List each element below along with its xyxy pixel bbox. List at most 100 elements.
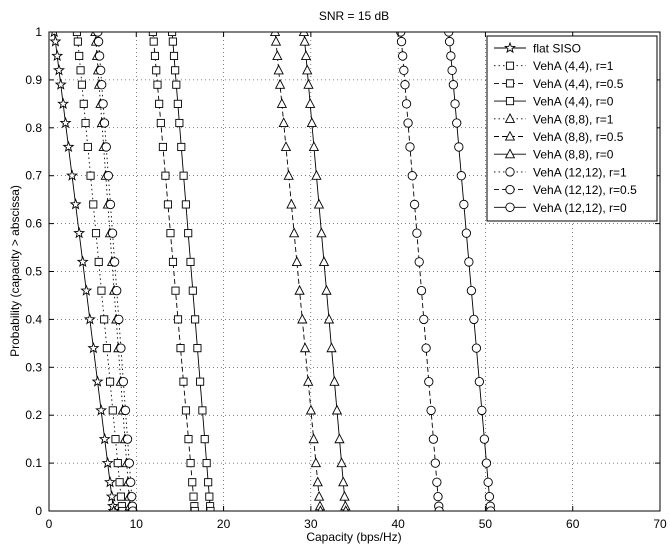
data-point	[414, 257, 424, 267]
data-point	[179, 171, 188, 180]
data-point	[276, 98, 288, 108]
data-point	[450, 99, 460, 109]
data-point	[102, 344, 111, 353]
data-point	[334, 433, 345, 444]
y-tick-label: 0.2	[25, 408, 42, 422]
legend-marker	[505, 202, 515, 212]
data-point	[412, 228, 422, 238]
data-point	[113, 459, 122, 468]
data-point	[447, 65, 457, 75]
data-point	[108, 406, 117, 415]
series-layer	[49, 32, 496, 511]
legend-marker	[505, 184, 515, 195]
data-point	[172, 80, 181, 89]
data-point	[150, 51, 160, 60]
data-point	[433, 491, 443, 502]
data-point	[184, 435, 193, 444]
data-point	[477, 405, 487, 416]
data-point	[49, 35, 62, 47]
data-point	[191, 315, 200, 324]
data-point	[77, 80, 86, 89]
data-point	[306, 117, 317, 128]
data-point	[83, 142, 92, 152]
data-point	[181, 200, 190, 209]
data-point	[297, 313, 308, 324]
data-point	[298, 32, 310, 37]
legend-label: VehA (8,8), r=1	[533, 112, 614, 126]
data-point	[305, 98, 316, 108]
data-point	[101, 456, 114, 469]
y-tick-label: 0.5	[25, 265, 42, 279]
data-point	[107, 504, 120, 511]
data-point	[93, 32, 103, 37]
data-point	[66, 169, 79, 181]
data-point	[163, 200, 173, 209]
data-point	[91, 375, 104, 387]
x-tick-label: 60	[566, 517, 580, 531]
data-point	[288, 227, 300, 238]
y-tick-label: 0.8	[25, 121, 42, 135]
data-point	[336, 457, 347, 468]
data-point	[294, 284, 305, 295]
data-point	[120, 405, 131, 416]
data-point	[86, 171, 95, 180]
data-point	[419, 314, 429, 325]
data-point	[188, 478, 197, 487]
data-point	[107, 228, 118, 238]
data-point	[94, 257, 103, 266]
data-point	[299, 342, 311, 353]
data-point	[116, 492, 126, 501]
data-point	[300, 50, 312, 60]
data-point	[338, 476, 349, 487]
data-point	[126, 477, 136, 487]
series-line	[152, 32, 196, 511]
data-point	[186, 459, 195, 468]
legend-marker	[504, 113, 516, 123]
series-3	[148, 32, 199, 511]
data-point	[444, 32, 454, 37]
data-point	[76, 66, 85, 75]
data-point	[149, 37, 158, 46]
data-point	[91, 229, 101, 238]
data-point	[75, 51, 84, 60]
series-8	[93, 32, 138, 511]
legend-marker	[504, 148, 516, 159]
data-point	[94, 51, 105, 61]
data-point	[481, 458, 492, 468]
data-point	[73, 226, 86, 239]
data-point	[152, 66, 161, 75]
data-point	[69, 198, 82, 210]
data-point	[80, 284, 93, 296]
data-point	[51, 49, 64, 62]
y-axis-title: Probability (capacity > abscissa)	[8, 185, 22, 357]
data-point	[205, 492, 214, 501]
data-point	[79, 99, 88, 108]
series-9	[396, 32, 444, 511]
data-point	[452, 118, 462, 128]
data-point	[396, 32, 406, 37]
data-point	[171, 286, 180, 295]
series-2	[72, 32, 127, 511]
data-point	[317, 505, 324, 511]
data-point	[173, 315, 183, 324]
data-point	[114, 314, 124, 325]
data-point	[400, 80, 410, 90]
data-point	[273, 64, 284, 75]
data-point	[93, 36, 104, 47]
y-tick-label: 0.6	[25, 217, 42, 231]
data-point	[156, 118, 165, 128]
data-point	[396, 36, 407, 47]
data-point	[286, 198, 297, 209]
x-tick-label: 0	[46, 517, 53, 531]
data-point	[175, 118, 184, 128]
data-point	[405, 142, 415, 152]
data-point	[116, 343, 126, 353]
data-point	[179, 377, 188, 386]
data-point	[479, 434, 490, 444]
data-point	[177, 142, 186, 152]
data-point	[454, 142, 464, 152]
data-point	[81, 118, 90, 128]
data-point	[96, 65, 106, 75]
data-point	[155, 99, 164, 108]
